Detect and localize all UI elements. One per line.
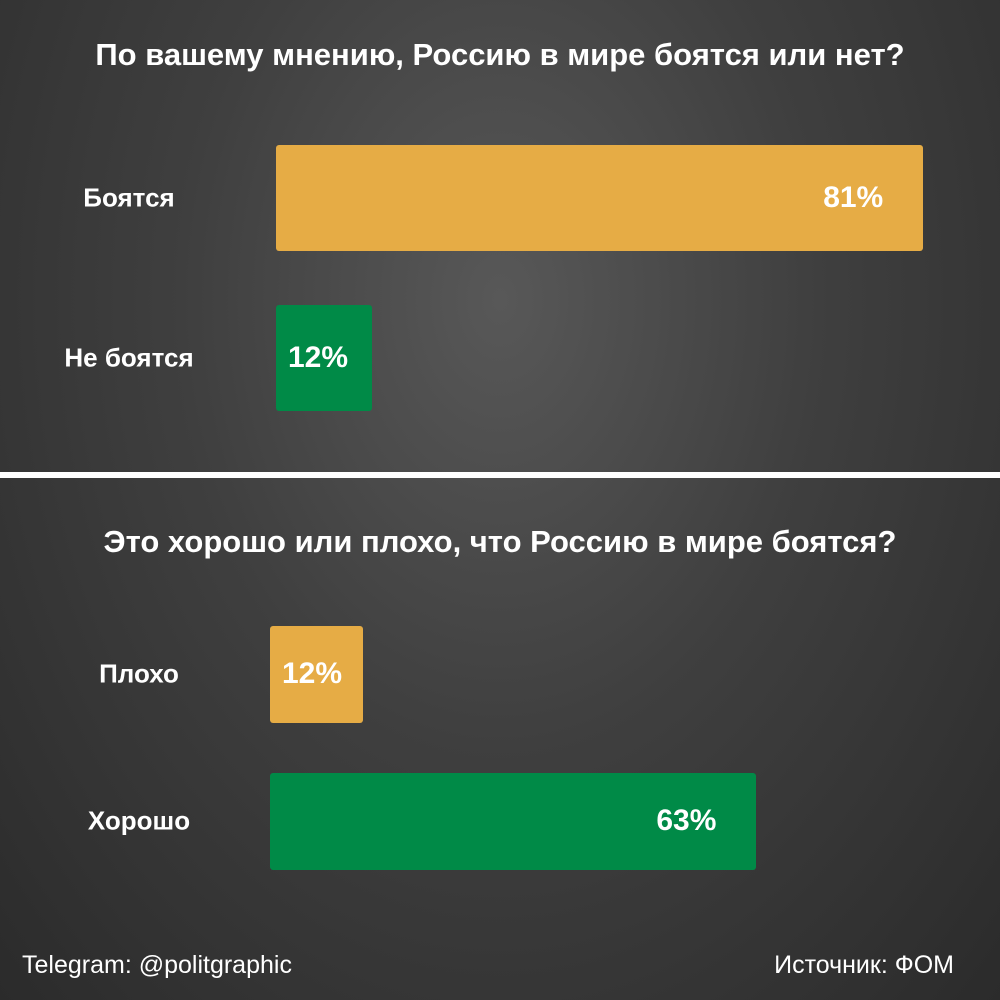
category-label: Боятся: [83, 182, 175, 213]
section-divider: [0, 472, 1000, 478]
value-label: 12%: [288, 341, 349, 374]
bar: [270, 772, 757, 870]
category-label: Хорошо: [87, 805, 191, 836]
bar: [270, 625, 363, 723]
telegram-credit: Telegram: @politgraphic: [22, 951, 292, 979]
bar: [276, 145, 924, 251]
category-label: Не боятся: [64, 342, 194, 373]
chart-title: По вашему мнению, Россию в мире боятся и…: [95, 37, 905, 72]
value-label: 12%: [282, 657, 343, 690]
source-credit: Источник: ФОМ: [774, 951, 954, 979]
chart-title: Это хорошо или плохо, что Россию в мире …: [103, 524, 897, 559]
bar: [276, 305, 372, 411]
value-label: 63%: [656, 804, 717, 837]
value-label: 81%: [823, 181, 884, 214]
chart-panel-fear: По вашему мнению, Россию в мире боятся и…: [0, 0, 1000, 472]
category-label: Плохо: [99, 658, 179, 689]
chart-panel-good-bad: Это хорошо или плохо, что Россию в мире …: [0, 478, 1000, 1000]
